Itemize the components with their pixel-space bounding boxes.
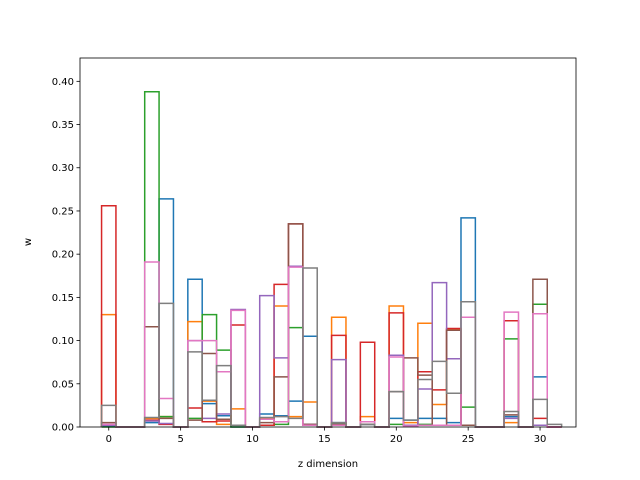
x-axis-label: z dimension xyxy=(298,459,358,470)
y-tick-label: 0.10 xyxy=(52,336,74,347)
y-tick-label: 0.40 xyxy=(52,77,74,88)
y-axis-label: w xyxy=(23,238,34,246)
x-tick-label: 0 xyxy=(106,434,112,445)
x-tick-label: 20 xyxy=(390,434,403,445)
y-tick-label: 0.00 xyxy=(52,423,74,434)
y-tick-label: 0.05 xyxy=(52,379,74,390)
x-tick-label: 25 xyxy=(462,434,475,445)
x-tick-label: 15 xyxy=(318,434,331,445)
x-axis: 0 5 10 15 20 25 30 xyxy=(106,427,547,445)
y-tick-label: 0.30 xyxy=(52,163,74,174)
y-tick-label: 0.35 xyxy=(52,120,74,131)
x-tick-label: 30 xyxy=(534,434,547,445)
y-tick-label: 0.25 xyxy=(52,206,74,217)
plot-frame xyxy=(79,57,577,428)
y-axis: 0.00 0.05 0.10 0.15 0.20 0.25 0.30 0.35 0.40 xyxy=(52,77,80,434)
y-tick-label: 0.15 xyxy=(52,293,74,304)
y-tick-label: 0.20 xyxy=(52,250,74,261)
x-tick-label: 5 xyxy=(177,434,183,445)
x-tick-label: 10 xyxy=(246,434,259,445)
